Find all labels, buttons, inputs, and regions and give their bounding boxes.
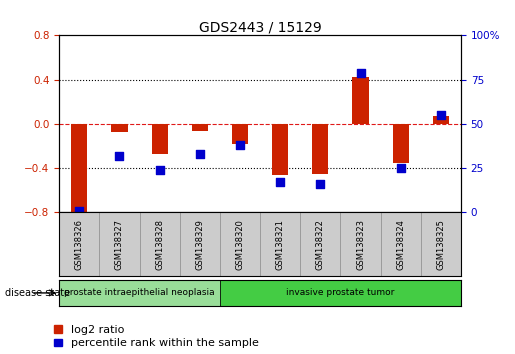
Text: invasive prostate tumor: invasive prostate tumor [286,289,394,297]
Bar [192,124,208,131]
Bar [220,280,461,306]
Text: disease state: disease state [5,288,70,298]
Bar [312,124,329,174]
Point [397,165,405,171]
Bar [352,78,369,124]
Bar [232,124,248,144]
Point [276,179,284,185]
Text: GSM138329: GSM138329 [195,219,204,270]
Point [196,151,204,157]
Bar [392,124,409,162]
Text: GSM138323: GSM138323 [356,219,365,270]
Point [316,181,324,187]
Point [236,142,244,148]
Text: GSM138324: GSM138324 [396,219,405,270]
Text: GSM138321: GSM138321 [276,219,285,270]
Text: GSM138327: GSM138327 [115,219,124,270]
Text: GSM138320: GSM138320 [235,219,245,270]
Point [75,208,83,213]
Bar [59,280,220,306]
Point [156,167,164,173]
Text: GSM138326: GSM138326 [75,219,84,270]
Text: GSM138322: GSM138322 [316,219,325,270]
Bar [151,124,168,154]
Bar [71,124,88,215]
Bar [111,124,128,132]
Point [356,70,365,75]
Point [115,153,124,159]
Text: GSM138328: GSM138328 [155,219,164,270]
Text: GSM138325: GSM138325 [436,219,445,270]
Title: GDS2443 / 15129: GDS2443 / 15129 [199,20,321,34]
Legend: log2 ratio, percentile rank within the sample: log2 ratio, percentile rank within the s… [55,325,259,348]
Text: prostate intraepithelial neoplasia: prostate intraepithelial neoplasia [64,289,215,297]
Point [437,112,445,118]
Bar [433,116,449,124]
Bar [272,124,288,175]
